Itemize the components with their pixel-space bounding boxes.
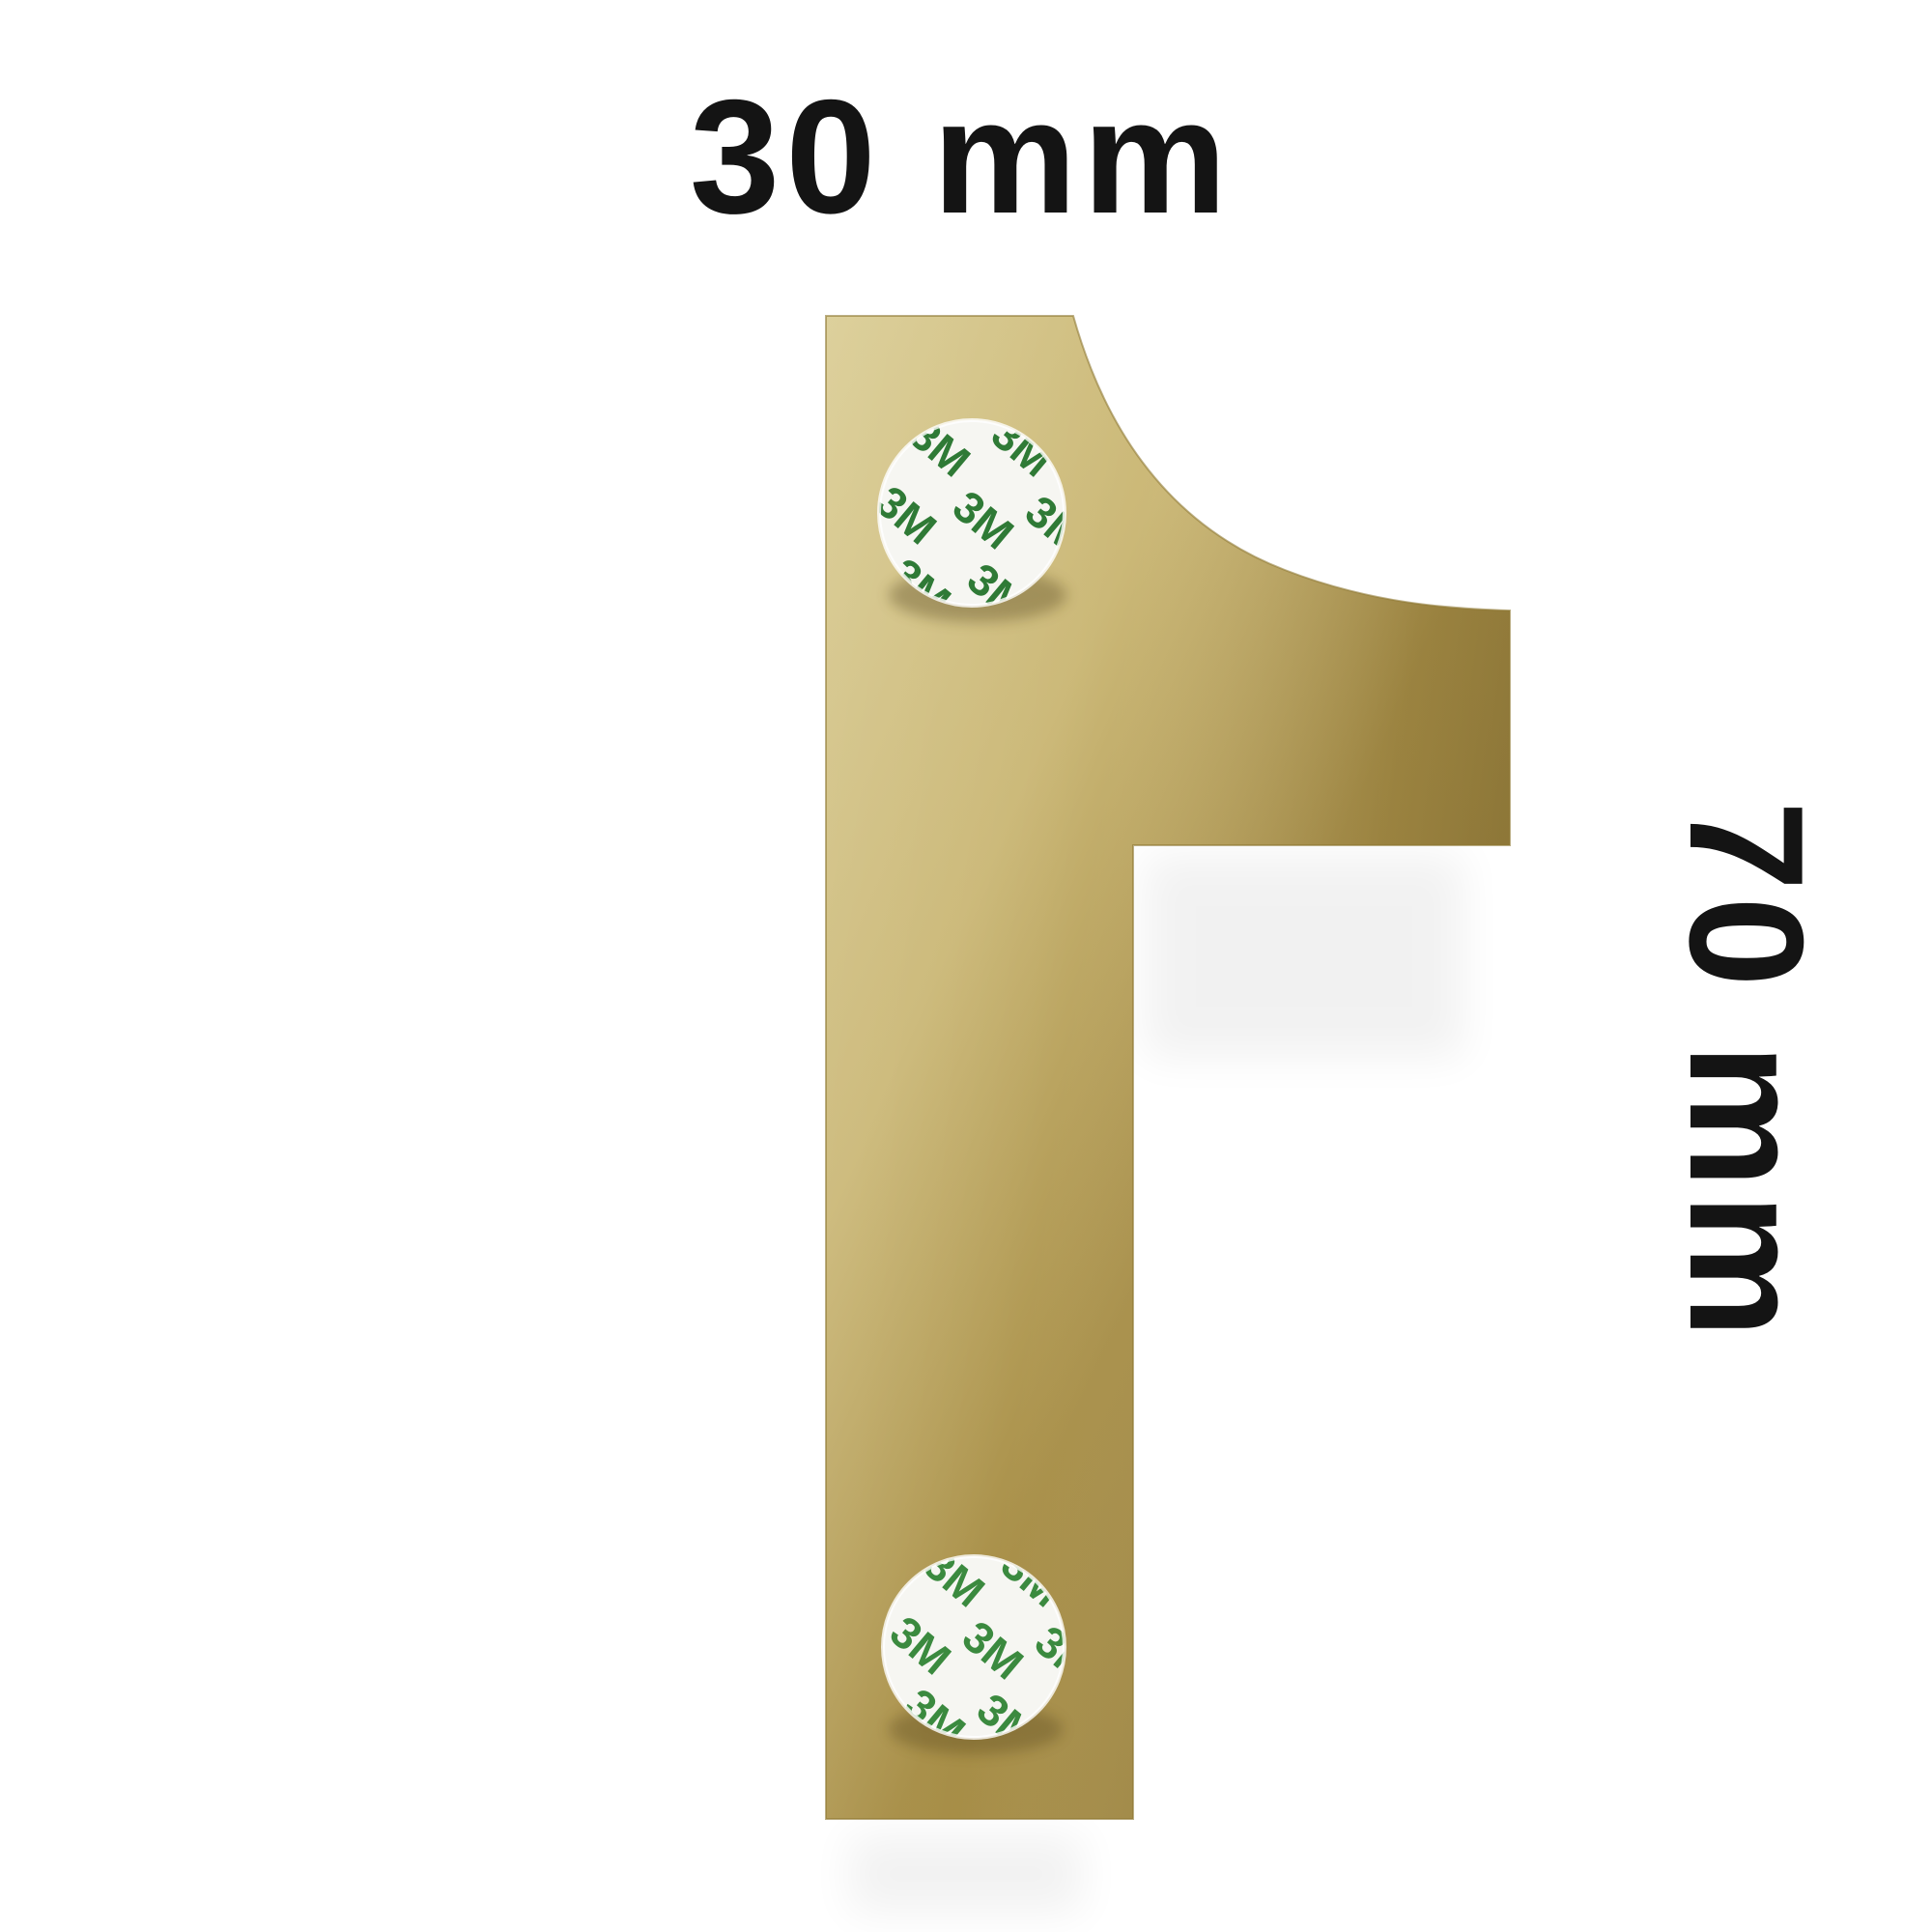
width-dimension-text: 30 mm (689, 66, 1234, 247)
width-dimension-label: 30 mm (0, 75, 1932, 238)
numeral-shadow (850, 855, 1463, 1913)
adhesive-pad-icon: 3M 3M 3M 3M 3M 3M 3M 3M (877, 418, 1066, 622)
adhesive-pad-icon: 3M 3M 3M 3M 3M 3M 3M 3M (881, 1554, 1066, 1754)
